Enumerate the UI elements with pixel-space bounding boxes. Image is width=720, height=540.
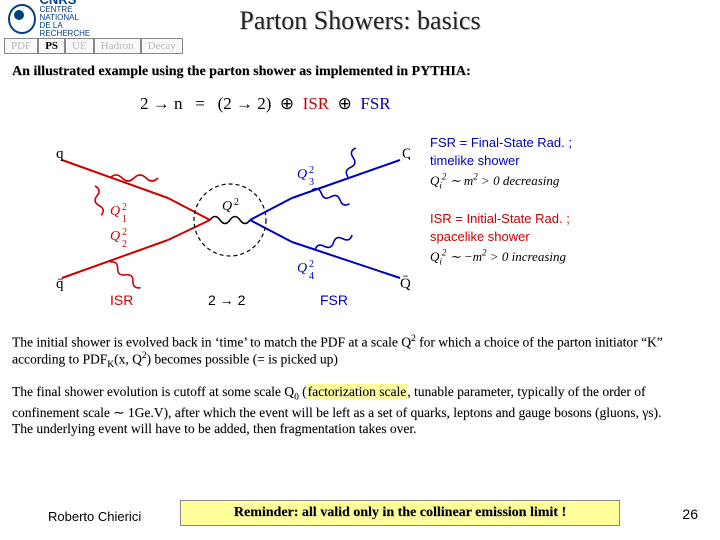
isr-math: Qi2 ∼ −m2 > 0 increasing <box>430 249 566 264</box>
svg-text:q: q <box>56 146 64 162</box>
svg-text:2: 2 <box>122 227 127 238</box>
svg-text:3: 3 <box>309 177 314 188</box>
tab-decay[interactable]: Decay <box>141 38 183 54</box>
fsr-title: FSR = Final-State Rad. ; <box>430 135 572 150</box>
svg-text:2: 2 <box>234 197 239 208</box>
equation: 2 → n = (2 → 2) ⊕ ISR ⊕ FSR <box>140 94 391 114</box>
fsr-math: Qi2 ∼ m2 > 0 decreasing <box>430 173 559 188</box>
svg-text:Q: Q <box>222 199 232 214</box>
svg-text:Q: Q <box>402 146 410 162</box>
isr-block: ISR = Initial-State Rad. ; spacelike sho… <box>430 210 670 268</box>
isr-title: ISR = Initial-State Rad. ; <box>430 211 570 226</box>
svg-text:2 → 2: 2 → 2 <box>208 292 246 308</box>
reminder-box: Reminder: all valid only in the collinea… <box>180 500 620 526</box>
diagram-zone: 2 → n = (2 → 2) ⊕ ISR ⊕ FSR <box>50 94 670 324</box>
svg-text:FSR: FSR <box>320 292 348 308</box>
fsr-sub: timelike shower <box>430 153 520 168</box>
tab-hadron[interactable]: Hadron <box>94 38 141 54</box>
eq-mid: (2 → 2) <box>218 94 272 113</box>
svg-text:4: 4 <box>309 271 314 282</box>
slide-title: Parton Showers: basics <box>0 6 720 36</box>
svg-text:2: 2 <box>309 259 314 270</box>
tab-ps[interactable]: PS <box>38 38 65 54</box>
fsr-block: FSR = Final-State Rad. ; timelike shower… <box>430 134 670 192</box>
svg-text:Q: Q <box>297 261 307 276</box>
svg-text:ISR: ISR <box>110 292 133 308</box>
author: Roberto Chierici <box>48 509 141 524</box>
page-number: 26 <box>682 506 698 522</box>
tab-pdf[interactable]: PDF <box>4 38 38 54</box>
eq-lhs: 2 → n <box>140 94 183 113</box>
eq-fsr: FSR <box>360 94 390 113</box>
eq-isr: ISR <box>303 94 329 113</box>
tab-ue[interactable]: UE <box>65 38 94 54</box>
svg-text:1: 1 <box>122 214 127 225</box>
side-legend: FSR = Final-State Rad. ; timelike shower… <box>430 134 670 268</box>
feynman-diagram: q q̄ Q Q̄ Q 2 1 Q 2 2 Q 2 Q 2 3 Q 2 4 IS… <box>50 130 410 310</box>
eq-eq: = <box>195 94 205 113</box>
svg-text:q̄: q̄ <box>56 276 64 292</box>
paragraph-1: The initial shower is evolved back in ‘t… <box>12 334 708 372</box>
svg-text:Q̄: Q̄ <box>400 276 410 292</box>
svg-text:2: 2 <box>122 239 127 250</box>
svg-text:2: 2 <box>122 202 127 213</box>
svg-text:Q: Q <box>110 204 120 219</box>
paragraph-2: The final shower evolution is cutoff at … <box>12 384 708 438</box>
eq-op1: ⊕ <box>280 94 294 113</box>
footer: Roberto Chierici Reminder: all valid onl… <box>0 498 720 526</box>
svg-text:2: 2 <box>309 165 314 176</box>
eq-op2: ⊕ <box>338 94 352 113</box>
svg-text:Q: Q <box>297 167 307 182</box>
subtitle: An illustrated example using the parton … <box>12 64 708 80</box>
stage-tabs: PDF PS UE Hadron Decay <box>4 38 183 54</box>
isr-sub: spacelike shower <box>430 229 530 244</box>
svg-text:Q: Q <box>110 229 120 244</box>
